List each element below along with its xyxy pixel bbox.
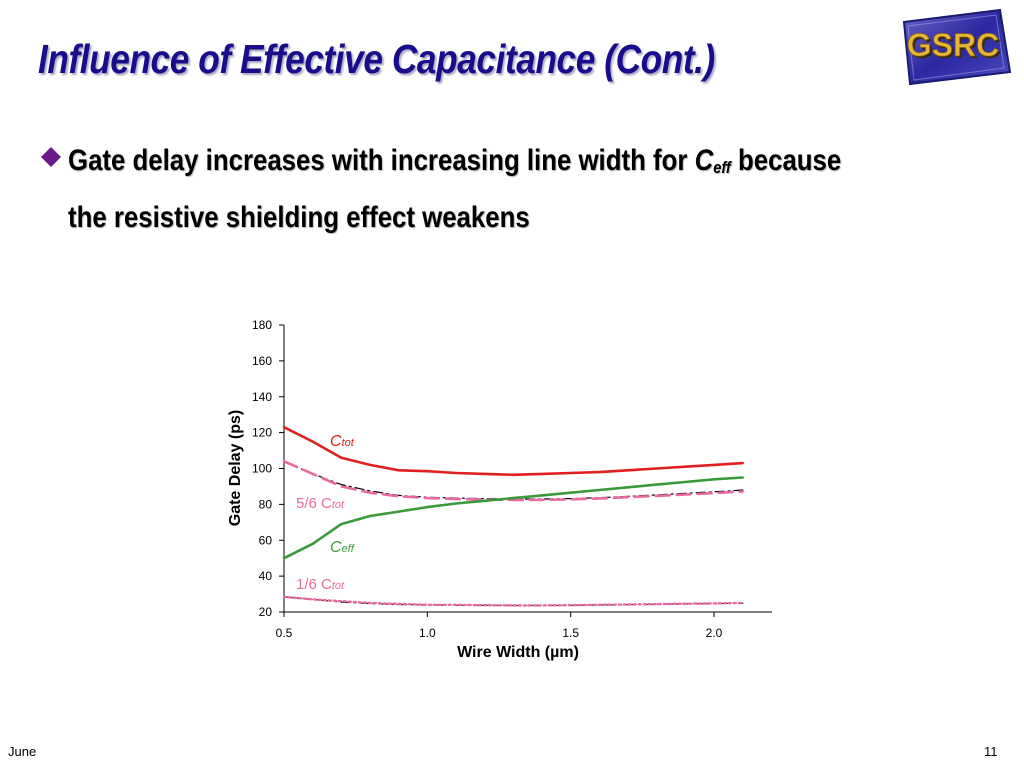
logo-text: GSRC [909, 29, 1001, 65]
diamond-bullet-icon [41, 147, 61, 167]
ctot-label: Ctot [330, 433, 355, 450]
ceff-symbol: C [694, 144, 714, 177]
logo-text-front: GSRC [907, 27, 999, 63]
page-number: 11 [984, 744, 998, 759]
y-tick-label: 100 [252, 462, 272, 476]
x-tick-label: 1.0 [419, 626, 436, 640]
y-ticks: 20 40 60 80 100 120 140 160 180 [252, 318, 284, 619]
y-tick-label: 180 [252, 318, 272, 332]
bullet-text: Gate delay increases with increasing lin… [68, 136, 876, 243]
ctot56-label: 5/6 Ctot [296, 495, 345, 512]
ceff-label: Ceff [330, 539, 355, 556]
ceff-subscript: eff [713, 158, 731, 177]
y-tick-label: 20 [259, 605, 273, 619]
y-tick-label: 60 [259, 533, 273, 547]
x-axis-label: Wire Width (µm) [457, 644, 579, 661]
series-line-ctot56 [282, 460, 745, 502]
ceff-label-sub: eff [342, 543, 355, 555]
series-lines [282, 425, 745, 607]
slide-title: Influence of Effective Capacitance (Cont… [38, 36, 715, 82]
ctot56-label-main: 5/6 C [296, 495, 332, 512]
ctot16-label-sub: tot [332, 580, 345, 592]
y-tick-label: 80 [259, 497, 273, 511]
y-tick-label: 140 [252, 390, 272, 404]
y-tick-label: 120 [252, 426, 272, 440]
x-ticks: 0.5 1.0 1.5 2.0 [276, 612, 723, 640]
x-tick-label: 0.5 [276, 626, 293, 640]
bullet-text-start: Gate delay increases with increasing lin… [68, 144, 695, 177]
gate-delay-chart: 20 40 60 80 100 120 140 160 180 0.5 1.0 1.5 2.0 Gat… [227, 318, 772, 661]
x-tick-label: 1.5 [562, 626, 579, 640]
series-line-ctot [282, 425, 745, 477]
ctot56-label-sub: tot [332, 499, 345, 511]
y-tick-label: 40 [259, 569, 273, 583]
x-tick-label: 2.0 [706, 626, 723, 640]
ctot16-label: 1/6 Ctot [296, 576, 345, 593]
bullet-text-end: because the resistive shielding effect w… [68, 144, 842, 234]
ctot-label-sub: tot [342, 437, 355, 449]
series-line-ceff [282, 476, 745, 560]
ctot16-label-main: 1/6 C [296, 576, 332, 593]
series-line-ctot16 [282, 595, 744, 607]
y-tick-label: 160 [252, 354, 272, 368]
gsrc-logo: GSRC GSRC [902, 8, 1012, 86]
y-axis-label: Gate Delay (ps) [227, 410, 244, 526]
ceff-label-main: C [330, 539, 342, 556]
ctot-label-main: C [330, 433, 342, 450]
footer-date: June [8, 744, 37, 759]
